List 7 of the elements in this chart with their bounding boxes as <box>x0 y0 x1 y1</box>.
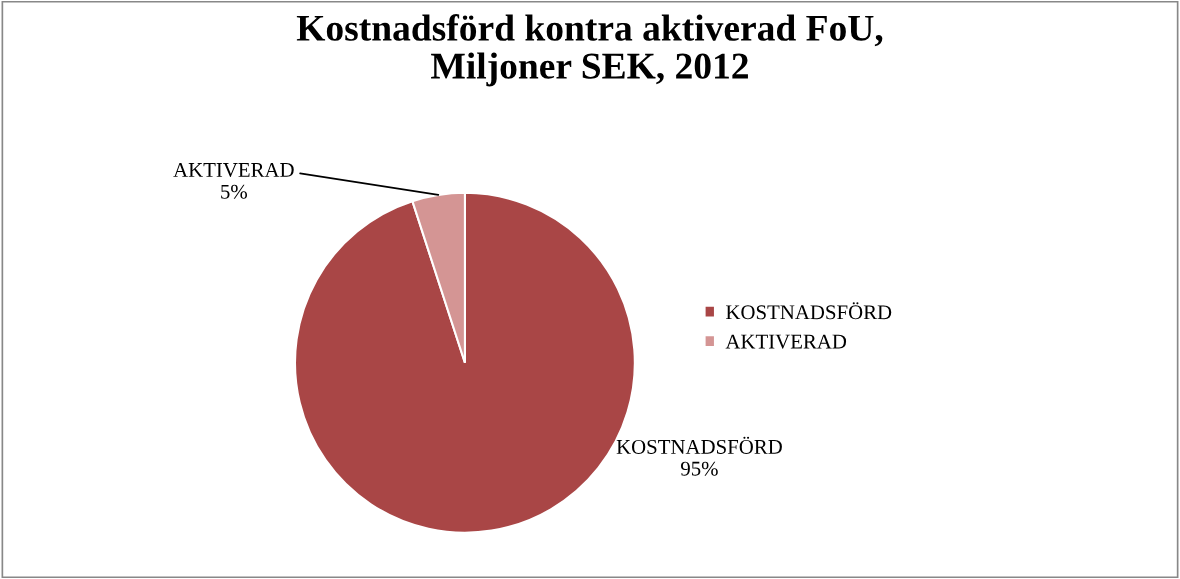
legend-label: AKTIVERAD <box>725 334 847 349</box>
data-label: 95% <box>680 461 718 476</box>
chart-title: Kostnadsförd kontra aktiverad FoU, Miljoner SEK, 2012 <box>296 14 883 87</box>
slice-label: AKTIVERAD <box>173 162 294 178</box>
slice-label: KOSTNADSFÖRD <box>616 436 782 454</box>
legend-label: KOSTNADSFÖRD <box>726 302 892 320</box>
data-label: 5% <box>221 184 247 199</box>
